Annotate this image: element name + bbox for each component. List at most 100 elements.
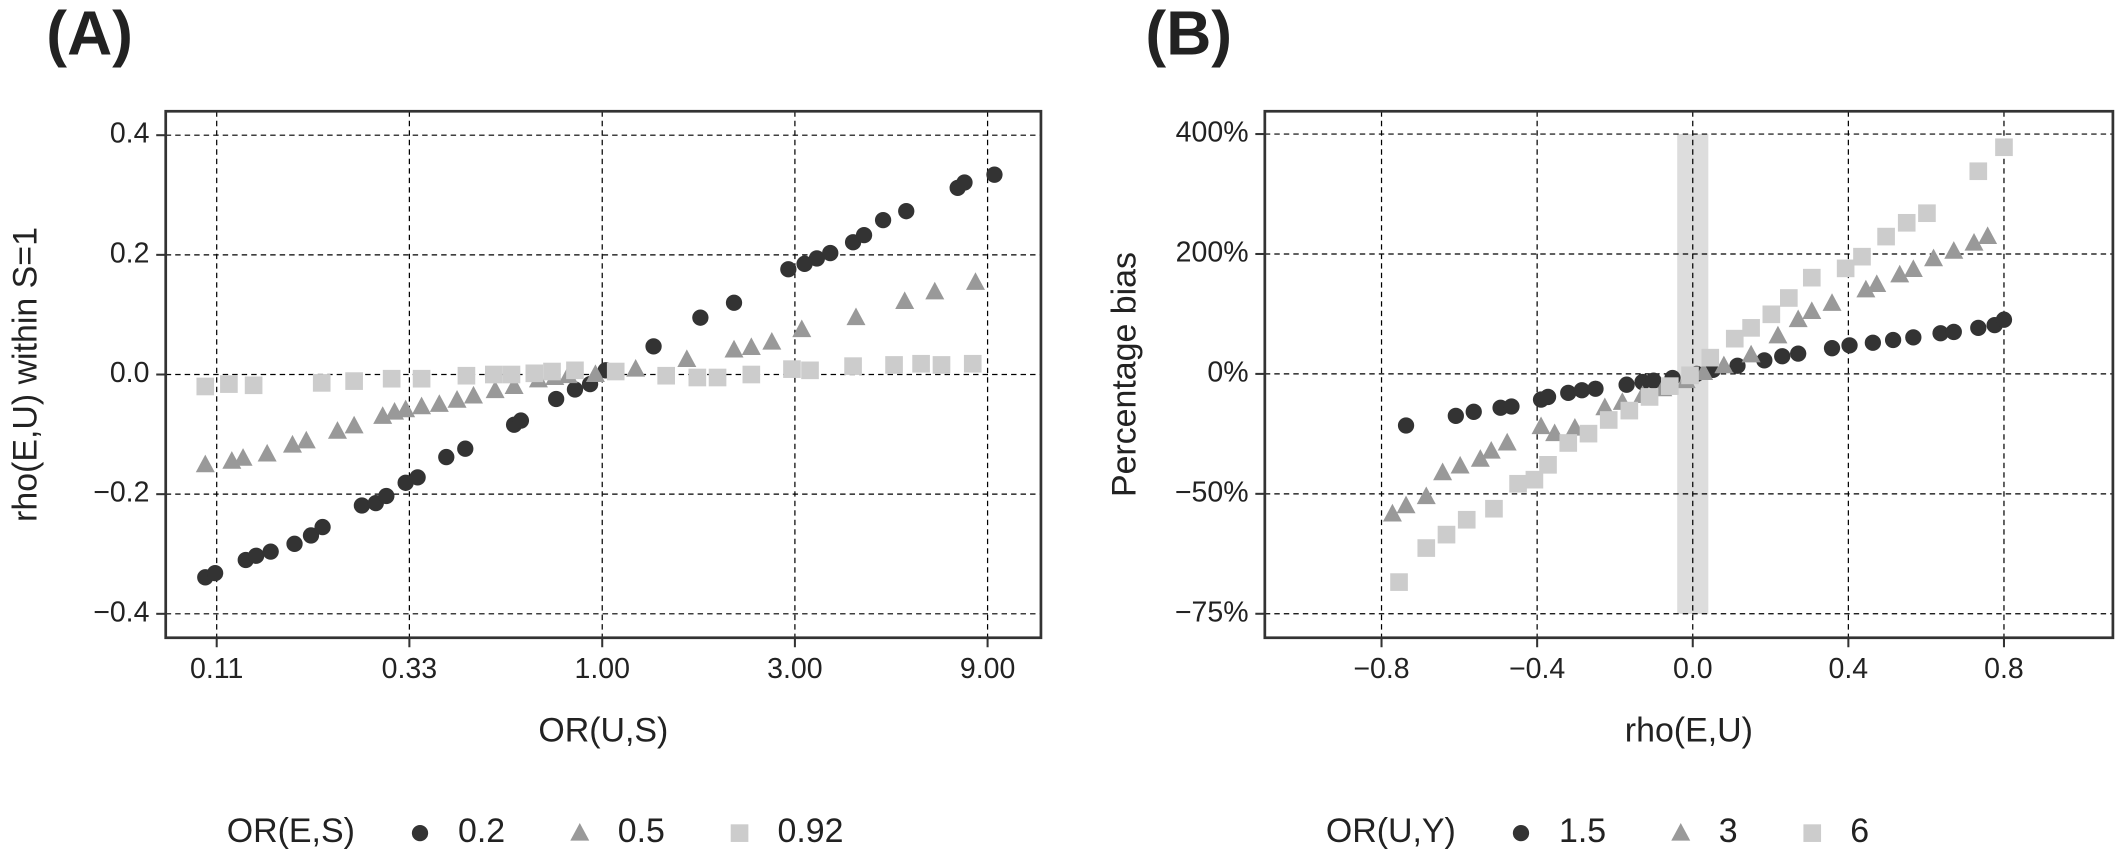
data-point (1433, 462, 1453, 481)
data-point (233, 448, 253, 466)
data-point (874, 212, 892, 229)
legend-marker (730, 824, 749, 842)
data-point (1995, 138, 2013, 157)
data-point (302, 527, 320, 544)
data-point (327, 421, 347, 439)
data-point (1725, 329, 1744, 348)
data-point (1823, 340, 1841, 357)
data-point (742, 365, 761, 384)
x-axis-label: OR(U,S) (538, 712, 668, 750)
y-tick-label: 200% (1176, 237, 1249, 269)
data-point (1945, 323, 1962, 341)
data-point (932, 356, 951, 374)
data-point (885, 356, 903, 374)
data-point (1768, 325, 1788, 344)
data-point (1450, 455, 1470, 474)
data-point (1545, 423, 1565, 442)
data-point (1396, 495, 1416, 514)
data-point (780, 261, 797, 278)
data-point (741, 337, 761, 356)
x-tick-label: 1.00 (575, 653, 630, 685)
x-tick-label: 0.4 (1829, 653, 1869, 685)
data-point (1559, 434, 1578, 452)
data-point (1531, 416, 1551, 435)
y-tick-label: −50% (1175, 476, 1249, 508)
data-point (1457, 510, 1476, 529)
data-point (783, 360, 801, 378)
y-tick-label: 0% (1207, 356, 1248, 388)
data-point (626, 358, 646, 377)
data-point (457, 366, 476, 385)
legend-label: 1.5 (1559, 812, 1606, 850)
x-tick-label: 0.11 (190, 653, 243, 685)
data-point (1924, 248, 1944, 267)
data-point (1509, 474, 1527, 493)
data-point (464, 385, 484, 404)
data-point (1595, 397, 1615, 416)
data-point (1416, 486, 1436, 505)
data-point (1382, 503, 1402, 522)
y-axis-label: Percentage bias (1105, 252, 1143, 497)
data-point (353, 497, 371, 514)
data-point (566, 361, 584, 380)
data-point (724, 339, 744, 358)
data-point (1539, 388, 1557, 406)
data-point (1756, 352, 1773, 369)
legend-label: 3 (1719, 812, 1738, 850)
data-point (688, 368, 707, 387)
data-point (1525, 470, 1544, 489)
x-axis-label: rho(E,U) (1625, 712, 1753, 750)
data-point (378, 487, 395, 505)
data-point (762, 332, 782, 350)
data-point (1790, 345, 1807, 362)
data-point (512, 412, 530, 429)
data-point (1969, 162, 1988, 181)
data-point (1841, 337, 1858, 354)
data-point (844, 357, 862, 375)
data-point (429, 394, 449, 412)
data-point (808, 250, 825, 267)
data-point (314, 518, 331, 536)
data-point (1587, 380, 1604, 397)
data-point (1822, 293, 1842, 311)
data-point (986, 166, 1003, 183)
data-point (1762, 305, 1781, 324)
data-point (566, 381, 584, 398)
data-point (312, 374, 331, 392)
data-point (1802, 301, 1822, 320)
data-point (1780, 289, 1798, 307)
data-point (1599, 411, 1618, 429)
legend-marker (1512, 825, 1530, 842)
data-point (677, 349, 697, 368)
data-point (1877, 227, 1895, 246)
data-point (1864, 334, 1882, 351)
data-point (912, 354, 930, 373)
data-point (1788, 309, 1808, 328)
legend-marker (411, 825, 429, 842)
data-point (1897, 213, 1916, 232)
data-point (1932, 325, 1949, 342)
panel-label: (A) (46, 0, 133, 68)
data-point (956, 174, 973, 191)
x-tick-label: 9.00 (960, 653, 1015, 685)
data-point (1903, 259, 1923, 278)
data-point (725, 294, 743, 311)
data-point (645, 338, 662, 355)
data-point (1390, 573, 1408, 591)
data-point (282, 434, 302, 453)
data-point (1681, 366, 1699, 385)
y-tick-label: 0.0 (110, 357, 150, 389)
data-point (1995, 311, 2013, 328)
data-point (1884, 331, 1902, 349)
data-point (206, 564, 224, 582)
data-point (1856, 279, 1876, 298)
data-point (1978, 226, 1998, 245)
y-tick-label: −75% (1175, 596, 1249, 628)
data-point (286, 535, 303, 552)
data-point (925, 281, 945, 300)
data-point (1836, 259, 1855, 278)
data-point (438, 448, 455, 466)
data-point (257, 443, 277, 462)
data-point (657, 366, 675, 385)
data-point (1964, 233, 1984, 251)
